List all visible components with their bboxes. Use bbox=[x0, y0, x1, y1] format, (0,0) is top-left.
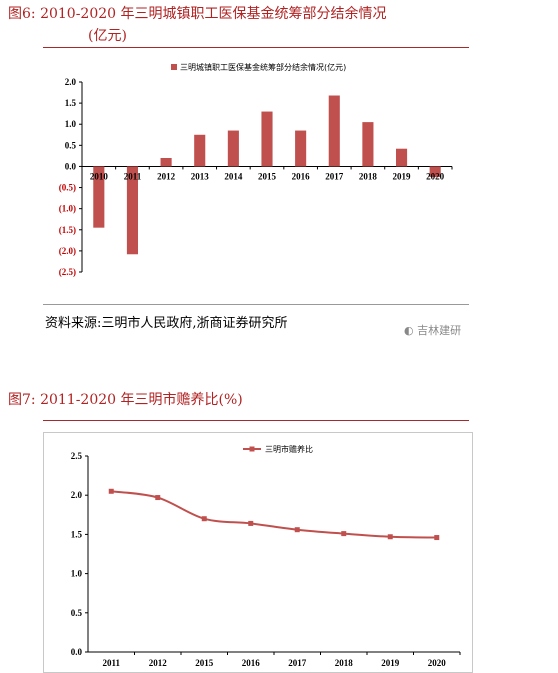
bar bbox=[295, 130, 307, 167]
figure7-title: 图7: 2011-2020 年三明市赡养比(%) bbox=[8, 392, 243, 408]
x-tick-label: 2019 bbox=[381, 658, 400, 668]
x-tick-label: 2018 bbox=[359, 171, 378, 181]
legend-swatch bbox=[171, 64, 177, 70]
bar bbox=[126, 166, 139, 255]
x-tick-label: 2017 bbox=[288, 658, 307, 668]
x-tick-label: 2016 bbox=[292, 171, 311, 181]
x-tick-label: 2020 bbox=[428, 658, 447, 668]
data-point bbox=[201, 516, 207, 522]
y-tick-label: 2.0 bbox=[65, 77, 77, 87]
y-tick-label: (1.5) bbox=[59, 225, 76, 235]
legend-label: 三明市赡养比 bbox=[265, 444, 313, 454]
data-point bbox=[108, 488, 114, 494]
wechat-icon: ◐ bbox=[404, 324, 414, 337]
bar bbox=[227, 130, 239, 167]
x-tick-label: 2020 bbox=[426, 171, 445, 181]
y-tick-label: (0.5) bbox=[59, 183, 76, 193]
x-tick-label: 2015 bbox=[195, 658, 214, 668]
x-tick-label: 2014 bbox=[224, 171, 243, 181]
y-tick-label: 0.5 bbox=[65, 140, 77, 150]
bar bbox=[261, 111, 273, 167]
bar bbox=[93, 166, 105, 228]
x-tick-label: 2011 bbox=[102, 658, 120, 668]
figure6-bottom-rule bbox=[43, 304, 469, 305]
data-point bbox=[294, 527, 300, 533]
data-point bbox=[248, 520, 254, 526]
y-tick-label: 0.0 bbox=[71, 647, 83, 657]
x-tick-label: 2011 bbox=[124, 171, 142, 181]
x-tick-label: 2010 bbox=[90, 171, 109, 181]
y-tick-label: 0.5 bbox=[71, 608, 83, 618]
bar bbox=[194, 134, 206, 167]
x-tick-label: 2018 bbox=[335, 658, 354, 668]
x-tick-label: 2019 bbox=[393, 171, 412, 181]
figure6-title: 图6: 2010-2020 年三明城镇职工医保基金统筹部分结余情况 bbox=[8, 6, 387, 22]
data-point bbox=[155, 495, 161, 501]
x-tick-label: 2016 bbox=[242, 658, 261, 668]
source-note: 资料来源:三明市人民政府,浙商证券研究所 bbox=[45, 316, 288, 331]
x-tick-label: 2017 bbox=[325, 171, 344, 181]
bar bbox=[395, 148, 408, 167]
legend-marker bbox=[249, 446, 255, 452]
x-tick-label: 2012 bbox=[149, 658, 168, 668]
data-point bbox=[387, 534, 393, 540]
y-tick-label: 2.0 bbox=[71, 490, 83, 500]
x-tick-label: 2015 bbox=[258, 171, 277, 181]
y-tick-label: 1.0 bbox=[71, 569, 83, 579]
figure6-title-unit: (亿元) bbox=[88, 28, 127, 44]
y-tick-label: 1.5 bbox=[71, 529, 83, 539]
figure7-title-rule bbox=[43, 420, 469, 421]
figure6-title-rule bbox=[43, 47, 469, 48]
watermark: ◐ 吉林建研 bbox=[404, 322, 461, 338]
data-point bbox=[434, 535, 440, 541]
series-line bbox=[111, 490, 437, 539]
y-tick-label: (2.5) bbox=[59, 267, 76, 277]
y-tick-label: 2.5 bbox=[71, 451, 83, 461]
bar bbox=[328, 95, 340, 167]
legend-label: 三明城镇职工医保基金统筹部分结余情况(亿元) bbox=[180, 62, 346, 72]
y-tick-label: 1.0 bbox=[65, 119, 77, 129]
watermark-text: 吉林建研 bbox=[417, 324, 462, 337]
y-tick-label: 1.5 bbox=[65, 98, 77, 108]
y-tick-label: 0.0 bbox=[65, 161, 77, 171]
data-point bbox=[341, 531, 347, 537]
bar bbox=[362, 122, 374, 167]
x-tick-label: 2013 bbox=[191, 171, 210, 181]
y-tick-label: (1.0) bbox=[59, 204, 76, 214]
bar bbox=[429, 166, 441, 177]
bar bbox=[160, 158, 172, 167]
y-tick-label: (2.0) bbox=[59, 246, 76, 256]
x-tick-label: 2012 bbox=[157, 171, 176, 181]
